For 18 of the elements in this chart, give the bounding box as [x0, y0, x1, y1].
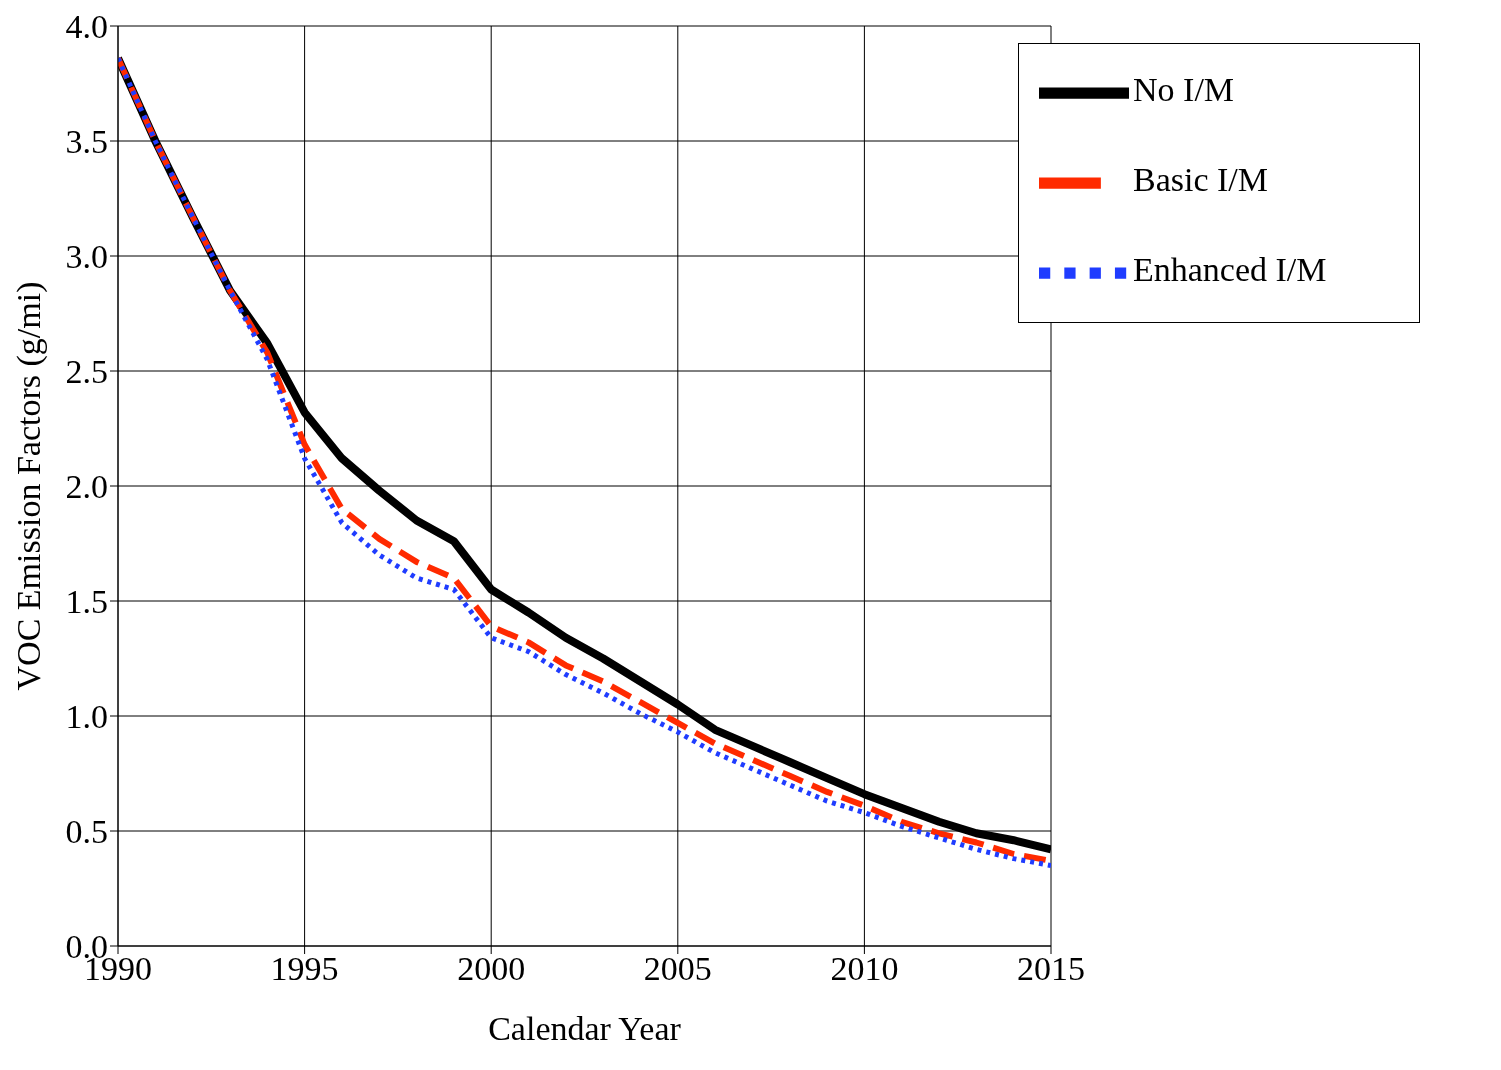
x-tick-label: 1995: [270, 950, 339, 988]
legend-label: No I/M: [1133, 70, 1235, 108]
x-tick-label: 2005: [643, 950, 712, 988]
y-tick-label: 2.5: [65, 353, 108, 391]
y-tick-label: 4.0: [65, 8, 108, 46]
y-tick-label: 1.5: [65, 583, 108, 621]
y-tick-label: 1.0: [65, 698, 108, 736]
x-tick-label: 2000: [457, 950, 526, 988]
legend-label: Enhanced I/M: [1133, 250, 1327, 288]
y-tick-label: 3.5: [65, 123, 108, 161]
y-tick-label: 2.0: [65, 468, 108, 506]
x-axis-title: Calendar Year: [488, 1010, 682, 1048]
legend-label: Basic I/M: [1133, 160, 1269, 198]
x-tick-label: 2010: [830, 950, 899, 988]
y-tick-label: 3.0: [65, 238, 108, 276]
y-tick-label: 0.5: [65, 813, 108, 851]
y-axis-title: VOC Emission Factors (g/mi): [10, 281, 49, 691]
x-tick-label: 2015: [1017, 950, 1085, 988]
